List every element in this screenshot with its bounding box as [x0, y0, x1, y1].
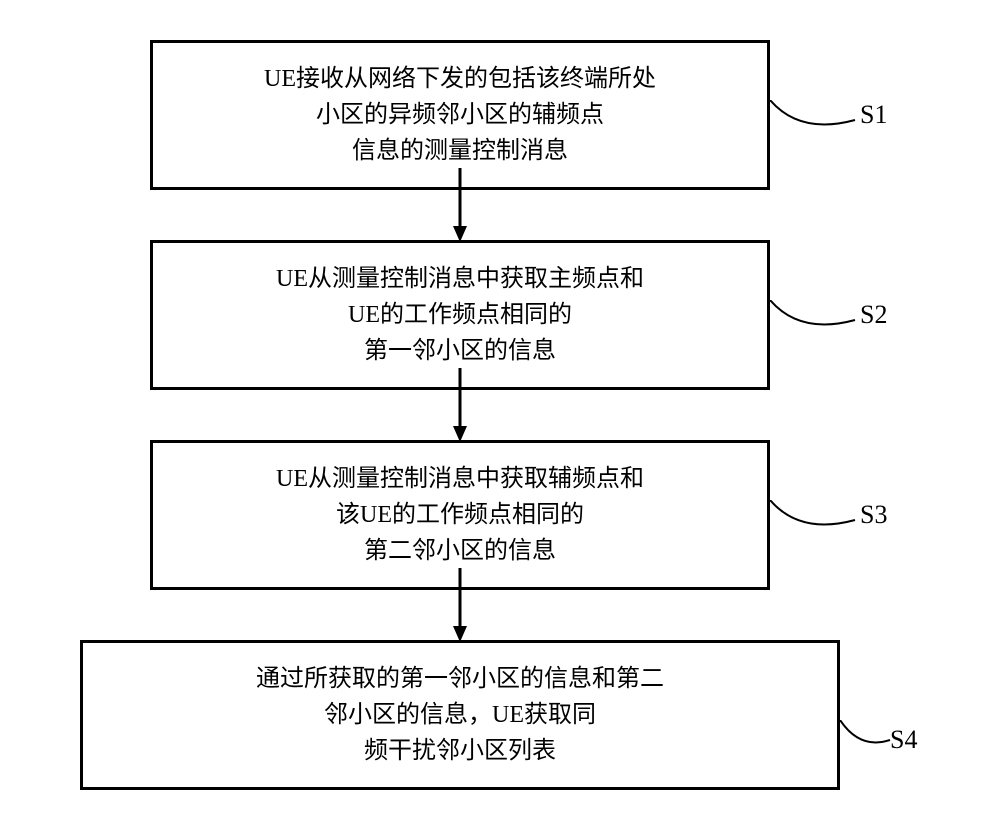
- flowchart-box-s4: 通过所获取的第一邻小区的信息和第二 邻小区的信息，UE获取同 频干扰邻小区列表: [80, 640, 840, 790]
- arrow-s2-s3: [450, 368, 470, 444]
- box-text-s3-line3: 第二邻小区的信息: [173, 533, 747, 569]
- step-label-s1: S1: [860, 100, 887, 130]
- box-text-s2-line1: UE从测量控制消息中获取主频点和: [173, 261, 747, 297]
- step-label-s2: S2: [860, 300, 887, 330]
- arrow-s1-s2: [450, 168, 470, 244]
- box-text-s4-line2: 邻小区的信息，UE获取同: [103, 697, 817, 733]
- step-label-s3: S3: [860, 500, 887, 530]
- label-connector-s1: [770, 100, 860, 140]
- label-connector-s4: [840, 720, 895, 760]
- box-text-s4-line3: 频干扰邻小区列表: [103, 733, 817, 769]
- box-text-s3-line1: UE从测量控制消息中获取辅频点和: [173, 461, 747, 497]
- box-text-s2-line3: 第一邻小区的信息: [173, 333, 747, 369]
- box-text-s3-line2: 该UE的工作频点相同的: [173, 497, 747, 533]
- box-text-s1-line3: 信息的测量控制消息: [173, 133, 747, 169]
- label-connector-s3: [770, 500, 860, 540]
- box-text-s2-line2: UE的工作频点相同的: [173, 297, 747, 333]
- box-text-s1-line1: UE接收从网络下发的包括该终端所处: [173, 61, 747, 97]
- box-text-s4-line1: 通过所获取的第一邻小区的信息和第二: [103, 661, 817, 697]
- step-label-s4: S4: [890, 725, 917, 755]
- label-connector-s2: [770, 300, 860, 340]
- box-text-s1-line2: 小区的异频邻小区的辅频点: [173, 97, 747, 133]
- arrow-s3-s4: [450, 568, 470, 644]
